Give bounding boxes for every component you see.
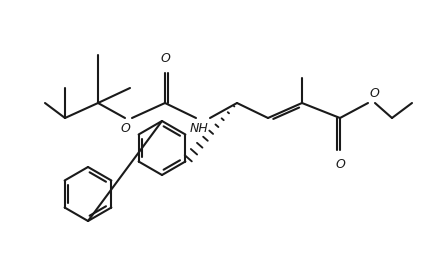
Text: O: O	[120, 122, 130, 135]
Text: O: O	[160, 52, 170, 65]
Text: NH: NH	[189, 122, 208, 135]
Text: O: O	[370, 87, 380, 100]
Text: O: O	[335, 158, 345, 171]
